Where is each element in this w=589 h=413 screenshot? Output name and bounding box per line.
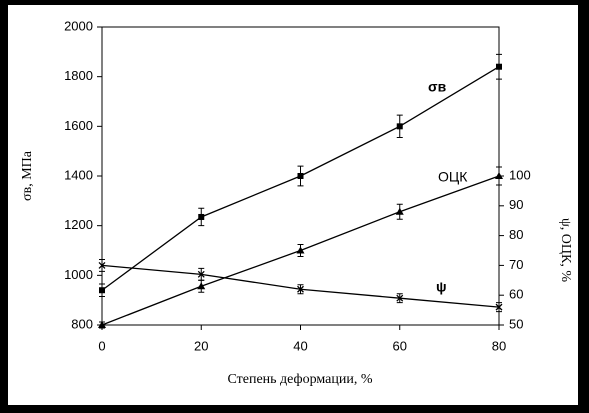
chart-background	[8, 5, 578, 405]
y2-axis-label: ψ, ОЦК, %	[558, 218, 573, 282]
y-tick-label: 1000	[64, 267, 93, 282]
x-tick-label: 40	[293, 338, 307, 353]
marker	[495, 303, 503, 311]
y2-tick-label: 50	[509, 316, 523, 331]
x-tick-label: 60	[393, 338, 407, 353]
marker	[198, 213, 205, 220]
series-label: ψ	[436, 279, 447, 295]
marker	[197, 270, 205, 278]
marker	[495, 172, 503, 179]
y2-tick-label: 60	[509, 287, 523, 302]
y-axis-label: σв, МПа	[20, 150, 35, 201]
marker	[297, 285, 304, 293]
y-tick-label: 1400	[64, 167, 93, 182]
marker	[297, 173, 304, 179]
x-tick-label: 20	[194, 338, 208, 353]
x-tick-label: 80	[492, 338, 506, 353]
series-label: ОЦК	[438, 169, 468, 185]
y-tick-label: 1800	[64, 68, 93, 83]
y-tick-label: 800	[71, 316, 93, 331]
y-tick-label: 2000	[64, 18, 93, 33]
y2-tick-label: 70	[509, 257, 523, 272]
y2-tick-label: 100	[509, 167, 531, 182]
marker	[98, 321, 106, 328]
marker	[98, 261, 106, 269]
marker	[395, 207, 404, 215]
marker	[496, 63, 502, 70]
series-label: σв	[428, 79, 447, 95]
x-tick-label: 0	[98, 338, 105, 353]
y2-tick-label: 80	[509, 227, 523, 242]
y2-tick-label: 90	[509, 197, 523, 212]
y-tick-label: 1200	[64, 217, 93, 232]
marker	[396, 294, 404, 302]
marker	[99, 287, 105, 294]
marker	[396, 123, 403, 130]
marker	[197, 282, 206, 290]
x-axis-label: Степень деформации, %	[227, 372, 372, 387]
y-tick-label: 1600	[64, 118, 93, 133]
marker	[296, 246, 305, 254]
